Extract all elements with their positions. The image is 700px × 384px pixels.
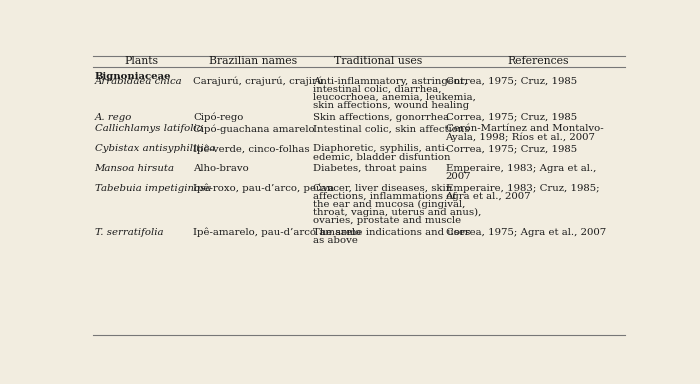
Text: Correa, 1975; Cruz, 1985: Correa, 1975; Cruz, 1985: [446, 144, 577, 153]
Text: Brazilian names: Brazilian names: [209, 56, 297, 66]
Text: ovaries, prostate and muscle: ovaries, prostate and muscle: [313, 216, 461, 225]
Text: Correa, 1975; Cruz, 1985: Correa, 1975; Cruz, 1985: [446, 76, 577, 86]
Text: throat, vagina, uterus and anus),: throat, vagina, uterus and anus),: [313, 208, 481, 217]
Text: Diabetes, throat pains: Diabetes, throat pains: [313, 164, 426, 173]
Text: Cipó-guachana amarelo: Cipó-guachana amarelo: [193, 124, 315, 134]
Text: Intestinal colic, skin affections: Intestinal colic, skin affections: [313, 124, 469, 133]
Text: A. rego: A. rego: [94, 113, 132, 122]
Text: Diaphoretic, syphilis, anti-: Diaphoretic, syphilis, anti-: [313, 144, 448, 153]
Text: as above: as above: [313, 236, 358, 245]
Text: Tabebuia impetiginosa: Tabebuia impetiginosa: [94, 184, 211, 193]
Text: Ipê-verde, cinco-folhas: Ipê-verde, cinco-folhas: [193, 144, 310, 154]
Text: Bignoniaceae: Bignoniaceae: [94, 72, 172, 81]
Text: 2007: 2007: [446, 172, 471, 181]
Text: the ear and mucosa (gingival,: the ear and mucosa (gingival,: [313, 200, 465, 209]
Text: References: References: [507, 56, 568, 66]
Text: affections, inflammations of: affections, inflammations of: [313, 192, 456, 201]
Text: The same indications and uses: The same indications and uses: [313, 228, 470, 237]
Text: edemic, bladder disfuntion: edemic, bladder disfuntion: [313, 152, 450, 161]
Text: leucocrhoea, anemia, leukemia,: leucocrhoea, anemia, leukemia,: [313, 93, 475, 102]
Text: Agra et al., 2007: Agra et al., 2007: [446, 192, 531, 201]
Text: Anti-inflammatory, astringent,: Anti-inflammatory, astringent,: [313, 76, 467, 86]
Text: Emperaire, 1983; Agra et al.,: Emperaire, 1983; Agra et al.,: [446, 164, 596, 173]
Text: intestinal colic, diarrhea,: intestinal colic, diarrhea,: [313, 84, 441, 94]
Text: Plants: Plants: [125, 56, 159, 66]
Text: Carajurú, crajurú, crajirú: Carajurú, crajurú, crajirú: [193, 76, 323, 86]
Text: Traditional uses: Traditional uses: [334, 56, 422, 66]
Text: Ayala, 1998; Ríos et al., 2007: Ayala, 1998; Ríos et al., 2007: [446, 132, 596, 142]
Text: T. serratifolia: T. serratifolia: [94, 228, 163, 237]
Text: Alho-bravo: Alho-bravo: [193, 164, 249, 173]
Text: Ipê-roxo, pau-d’arco, peúva: Ipê-roxo, pau-d’arco, peúva: [193, 184, 335, 193]
Text: Cipó-rego: Cipó-rego: [193, 113, 244, 122]
Text: Callichlamys latifolia: Callichlamys latifolia: [94, 124, 202, 133]
Text: Cybistax antisyphilitica: Cybistax antisyphilitica: [94, 144, 215, 153]
Text: Correa, 1975; Cruz, 1985: Correa, 1975; Cruz, 1985: [446, 113, 577, 122]
Text: Mansoa hirsuta: Mansoa hirsuta: [94, 164, 174, 173]
Text: Cancer, liver diseases, skin: Cancer, liver diseases, skin: [313, 184, 452, 193]
Text: Correa, 1975; Agra et al., 2007: Correa, 1975; Agra et al., 2007: [446, 228, 606, 237]
Text: Skin affections, gonorrhea: Skin affections, gonorrhea: [313, 113, 449, 122]
Text: Arrabidaea chica: Arrabidaea chica: [94, 76, 182, 86]
Text: Ipê-amarelo, pau-d’arco amarelo: Ipê-amarelo, pau-d’arco amarelo: [193, 228, 361, 237]
Text: Emperaire, 1983; Cruz, 1985;: Emperaire, 1983; Cruz, 1985;: [446, 184, 599, 193]
Text: Cerón-Martínez and Montalvo-: Cerón-Martínez and Montalvo-: [446, 124, 603, 133]
Text: skin affections, wound healing: skin affections, wound healing: [313, 101, 469, 110]
